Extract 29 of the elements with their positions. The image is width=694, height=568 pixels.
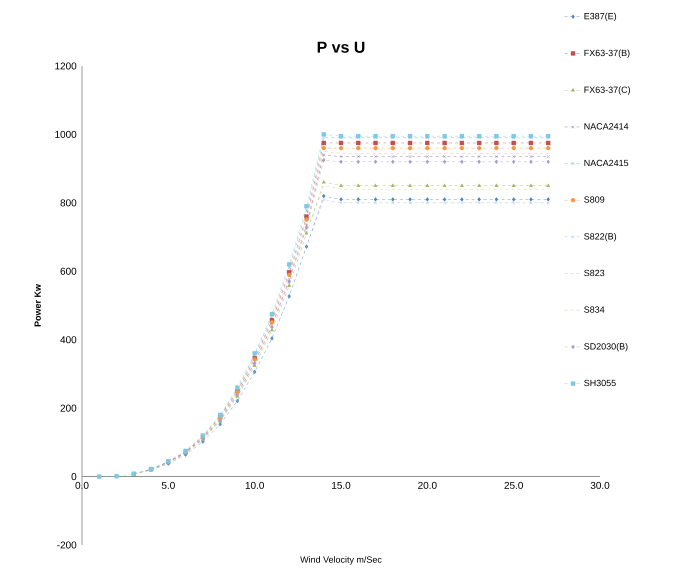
x-tick-label: 20.0 — [418, 482, 437, 489]
legend-label: NACA2415 — [584, 160, 628, 166]
y-tick-label: 800 — [60, 199, 76, 206]
y-axis-title: Power Kw — [34, 284, 41, 326]
chart-title: P vs U — [318, 42, 364, 53]
legend-label: SD2030(B) — [584, 342, 628, 352]
x-tick-label: 30.0 — [590, 482, 610, 489]
y-tick-label: 1200 — [55, 62, 76, 70]
x-tick-label: 25.0 — [504, 482, 523, 489]
x-tick-label: 10.0 — [246, 482, 264, 489]
x-tick-label: 0.0 — [75, 482, 89, 489]
legend-label: S823 — [584, 270, 604, 276]
y-tick-label: 200 — [60, 404, 76, 412]
legend-label: S809 — [584, 196, 604, 203]
legend-label: S822(B) — [584, 232, 616, 242]
legend-label: S834 — [584, 306, 604, 313]
x-axis-title: Wind Velocity m/Sec — [300, 556, 382, 565]
y-tick-label: 1000 — [55, 130, 76, 138]
y-tick-label: -200 — [57, 541, 76, 549]
legend-label: FX63-37(C) — [584, 86, 630, 95]
legend-label: FX63-37(B) — [584, 50, 630, 58]
legend-label: NACA2414 — [584, 123, 628, 130]
y-tick-label: 400 — [60, 336, 76, 344]
x-tick-label: 5.0 — [162, 482, 175, 489]
legend-label: SH3055 — [584, 380, 616, 386]
legend-label: E387(E) — [584, 12, 616, 22]
y-tick-label: 600 — [60, 268, 76, 275]
y-tick-label: 0 — [72, 473, 76, 480]
x-tick-label: 15.0 — [332, 482, 350, 489]
